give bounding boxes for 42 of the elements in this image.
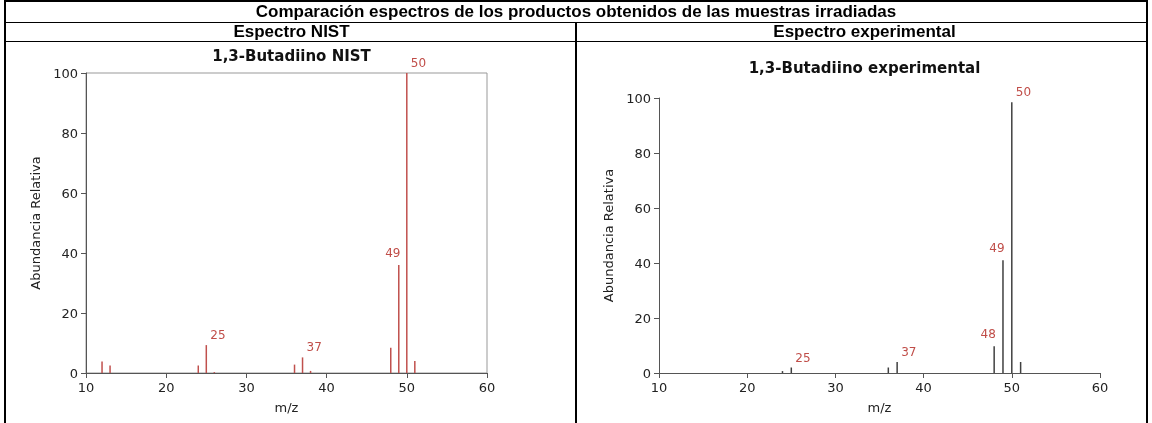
x-tick-label: 10 bbox=[77, 380, 95, 395]
y-tick-label: 20 bbox=[634, 310, 651, 326]
y-tick-label: 40 bbox=[61, 245, 78, 261]
annotation: 25 bbox=[795, 350, 811, 365]
annotation: 50 bbox=[1015, 85, 1032, 100]
y-tick-label: 100 bbox=[53, 65, 78, 81]
x-tick-label: 20 bbox=[738, 380, 756, 395]
x-tick-label: 50 bbox=[1003, 380, 1021, 395]
annotation: 37 bbox=[306, 340, 322, 355]
annotation: 50 bbox=[410, 56, 427, 70]
x-axis-title: m/z bbox=[274, 400, 299, 415]
x-tick-label: 30 bbox=[827, 380, 844, 395]
chart-title: 1,3-Butadiino NIST bbox=[212, 46, 372, 65]
y-tick-label: 0 bbox=[642, 365, 651, 381]
x-axis-title: m/z bbox=[867, 400, 892, 415]
y-tick-label: 60 bbox=[634, 200, 651, 216]
annotation: 37 bbox=[901, 345, 917, 359]
annotation: 49 bbox=[989, 241, 1005, 256]
y-tick-label: 0 bbox=[69, 365, 78, 381]
y-tick-label: 100 bbox=[626, 90, 651, 106]
y-axis-title: Abundancia Relativa bbox=[28, 156, 44, 290]
y-axis-title: Abundancia Relativa bbox=[601, 168, 617, 303]
y-tick-label: 80 bbox=[634, 145, 651, 161]
chart-subtitle: Espectro experimental bbox=[772, 22, 957, 41]
x-tick-label: 20 bbox=[157, 380, 175, 395]
y-tick-label: 40 bbox=[634, 255, 651, 271]
annotation: 49 bbox=[385, 246, 401, 260]
x-tick-label: 50 bbox=[398, 380, 416, 395]
x-tick-label: 60 bbox=[1091, 380, 1109, 395]
y-tick-label: 20 bbox=[61, 305, 78, 321]
x-tick-label: 40 bbox=[318, 380, 335, 395]
chart-title: 1,3-Butadiino experimental bbox=[748, 58, 981, 77]
y-tick-label: 80 bbox=[61, 125, 78, 141]
y-tick-label: 60 bbox=[61, 185, 78, 201]
x-tick-label: 30 bbox=[238, 380, 255, 395]
x-tick-label: 10 bbox=[650, 380, 668, 395]
annotation: 48 bbox=[980, 327, 996, 342]
x-tick-label: 40 bbox=[915, 380, 932, 395]
x-tick-label: 60 bbox=[478, 380, 496, 395]
chart-subtitle: Espectro NIST bbox=[232, 22, 351, 41]
annotation: 25 bbox=[210, 328, 226, 343]
text: Comparación espectros de los productos obtenidos de las muestras irradiadas bbox=[254, 2, 898, 22]
